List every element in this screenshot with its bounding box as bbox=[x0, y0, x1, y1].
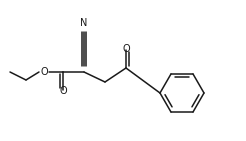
Text: O: O bbox=[122, 44, 130, 54]
Text: O: O bbox=[59, 86, 67, 96]
Text: O: O bbox=[40, 67, 48, 77]
Text: N: N bbox=[80, 18, 88, 28]
